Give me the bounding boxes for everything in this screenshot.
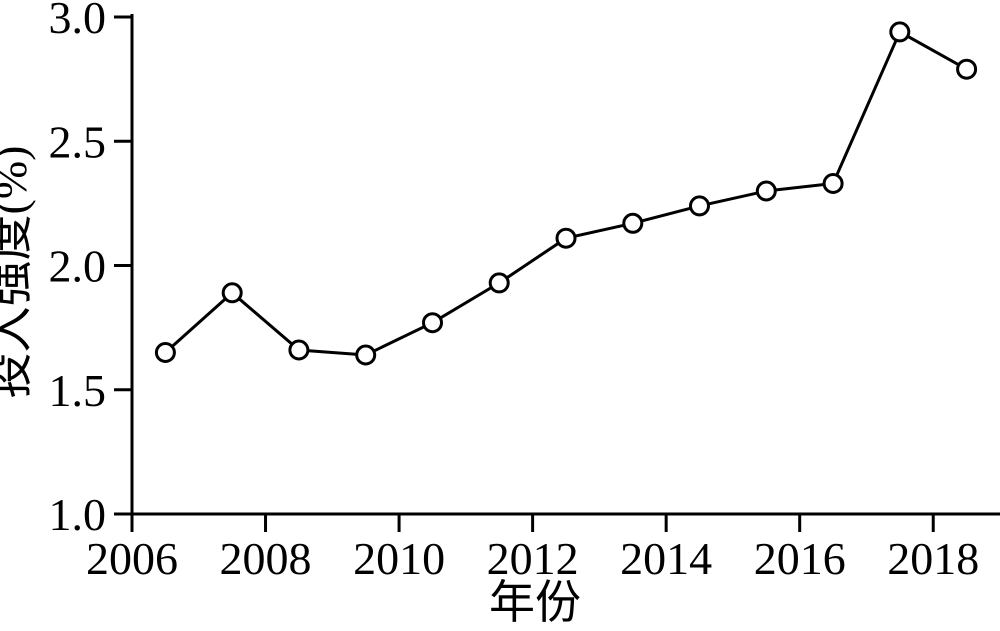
x-tick-label: 2014 (620, 533, 712, 584)
x-tick-label: 2006 (86, 533, 178, 584)
data-point-marker (221, 282, 243, 304)
data-point-marker (755, 180, 777, 202)
data-line (164, 29, 968, 357)
y-tick-label: 3.0 (49, 0, 107, 43)
tick-label-layer: 1.0 1.5 2.0 2.5 3.0 2006 2008 2010 2012 2014 2016 2… (49, 0, 980, 584)
data-point-marker (488, 272, 510, 294)
x-tick-label: 2010 (353, 533, 445, 584)
y-tick-label: 2.5 (49, 116, 107, 167)
y-tick-label: 1.0 (49, 489, 107, 540)
x-tick-label: 2018 (887, 533, 979, 584)
y-tick-label: 2.0 (49, 241, 107, 292)
x-tick-label: 2012 (487, 533, 579, 584)
data-point-marker (555, 227, 577, 249)
x-tick-label: 2016 (754, 533, 846, 584)
data-point-marker (822, 173, 844, 194)
x-axis-title: 年份 (489, 577, 581, 626)
data-point-marker (622, 212, 644, 234)
data-point-marker (889, 21, 911, 43)
axes-layer (114, 14, 1000, 532)
data-point-marker (422, 312, 443, 334)
data-point-marker (689, 195, 710, 217)
y-axis-title: 投入强度(%) (0, 146, 36, 399)
y-tick-label: 1.5 (49, 365, 107, 416)
data-point-marker (355, 344, 377, 366)
data-point-marker (154, 342, 176, 363)
series-layer (154, 21, 978, 366)
data-point-marker (956, 58, 978, 80)
x-tick-label: 2008 (220, 533, 312, 584)
data-point-marker (288, 339, 310, 361)
